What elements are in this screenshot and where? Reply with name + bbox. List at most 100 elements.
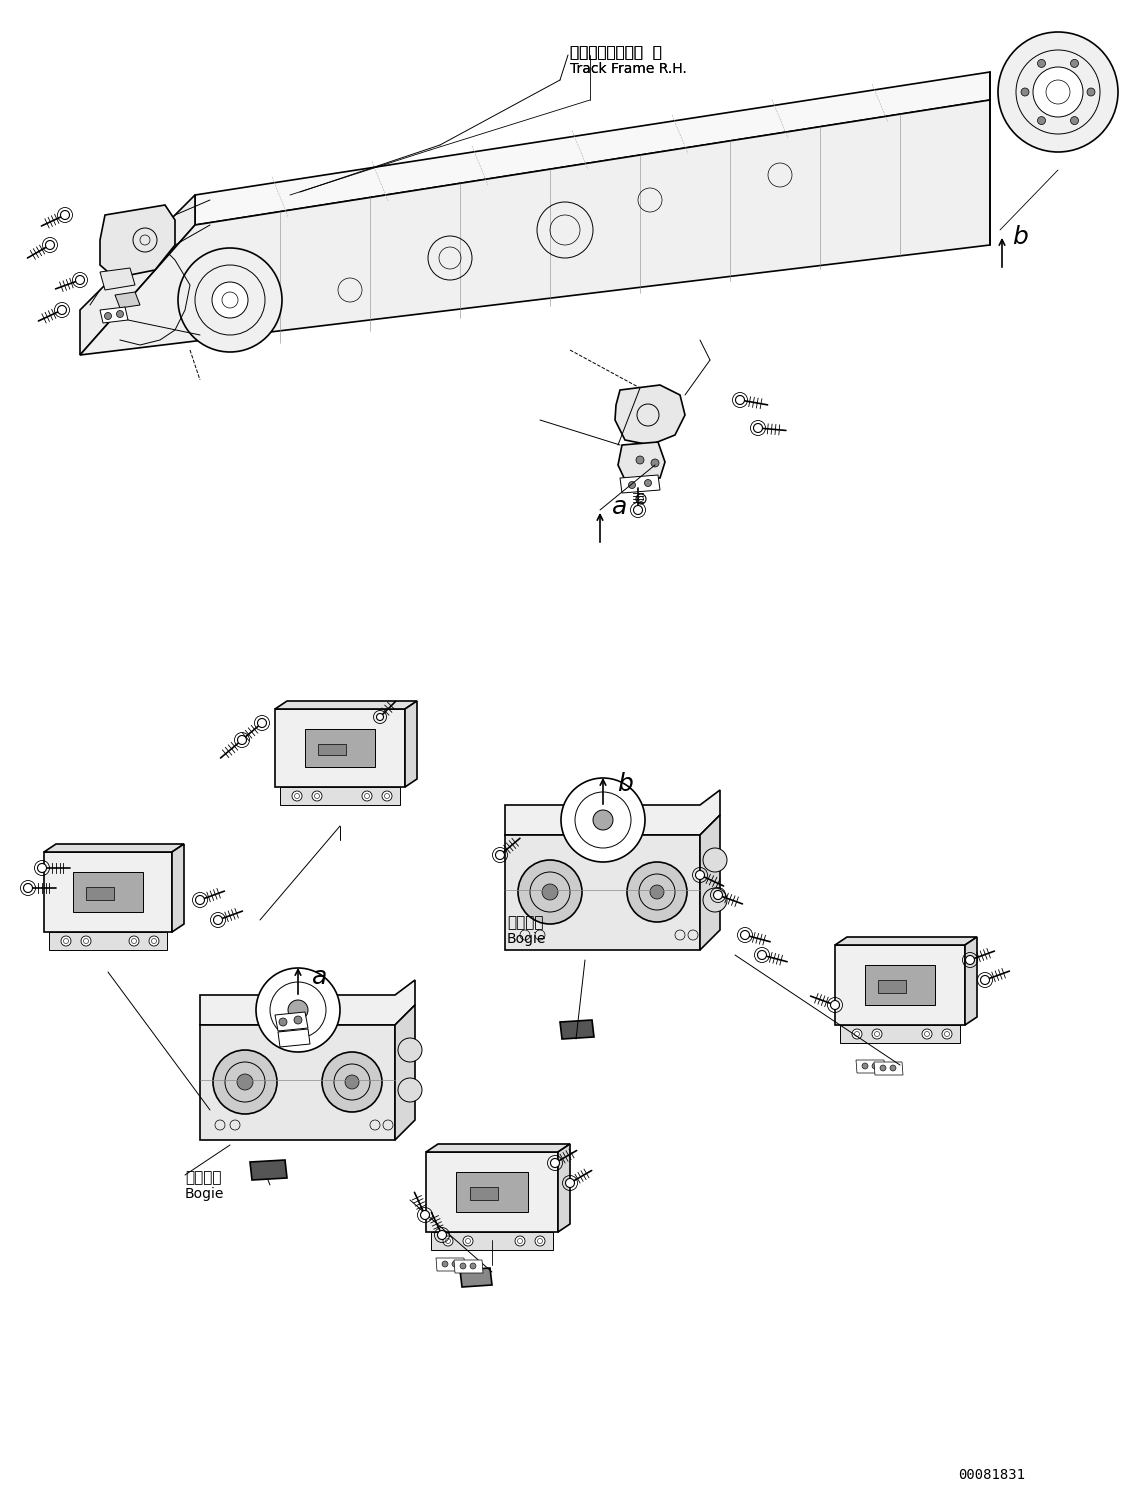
Polygon shape (49, 932, 167, 950)
Circle shape (565, 1178, 574, 1187)
Polygon shape (835, 945, 965, 1024)
Polygon shape (44, 851, 172, 932)
Circle shape (736, 395, 745, 404)
Circle shape (757, 950, 767, 960)
Circle shape (593, 810, 613, 830)
Text: Track Frame R.H.: Track Frame R.H. (570, 63, 687, 76)
Circle shape (105, 313, 112, 319)
Circle shape (636, 456, 644, 464)
Circle shape (1033, 67, 1083, 116)
Circle shape (921, 1029, 932, 1039)
Circle shape (652, 459, 659, 467)
Circle shape (470, 1263, 476, 1269)
Circle shape (257, 719, 267, 728)
Polygon shape (305, 729, 375, 766)
Circle shape (420, 1211, 429, 1220)
Circle shape (1071, 116, 1079, 125)
Polygon shape (115, 292, 140, 309)
Text: Bogie: Bogie (185, 1187, 224, 1200)
Circle shape (382, 792, 392, 801)
Circle shape (213, 1050, 277, 1114)
Circle shape (398, 1078, 423, 1102)
Circle shape (62, 936, 71, 945)
Polygon shape (405, 701, 417, 787)
Circle shape (535, 1236, 544, 1246)
Polygon shape (436, 1258, 465, 1270)
Polygon shape (195, 72, 990, 225)
Circle shape (60, 210, 69, 219)
Circle shape (696, 871, 705, 880)
Polygon shape (874, 1062, 903, 1075)
Circle shape (626, 862, 687, 921)
Circle shape (542, 884, 558, 901)
Circle shape (362, 792, 372, 801)
Circle shape (129, 936, 139, 945)
Polygon shape (200, 1024, 395, 1141)
Circle shape (279, 1018, 287, 1026)
Circle shape (178, 248, 282, 352)
Circle shape (237, 1074, 253, 1090)
Text: Bogie: Bogie (507, 932, 547, 945)
Circle shape (238, 735, 246, 744)
Polygon shape (87, 887, 114, 901)
Circle shape (872, 1063, 878, 1069)
Circle shape (966, 956, 975, 965)
Circle shape (515, 1236, 525, 1246)
Circle shape (713, 890, 722, 899)
Polygon shape (44, 844, 185, 851)
Polygon shape (274, 701, 417, 710)
Circle shape (703, 889, 727, 912)
Circle shape (462, 1236, 473, 1246)
Circle shape (629, 482, 636, 489)
Circle shape (890, 1065, 896, 1071)
Circle shape (38, 863, 47, 872)
Polygon shape (460, 1267, 492, 1287)
Polygon shape (426, 1153, 558, 1232)
Circle shape (294, 1015, 302, 1024)
Polygon shape (454, 1260, 483, 1273)
Text: トラックフレーム  右: トラックフレーム 右 (570, 45, 662, 60)
Polygon shape (560, 1020, 595, 1039)
Polygon shape (857, 1060, 885, 1074)
Circle shape (1087, 88, 1095, 95)
Circle shape (1071, 60, 1079, 67)
Polygon shape (249, 1160, 287, 1179)
Circle shape (288, 1000, 308, 1020)
Polygon shape (100, 307, 128, 324)
Circle shape (550, 1159, 559, 1167)
Circle shape (149, 936, 159, 945)
Polygon shape (278, 1029, 310, 1047)
Circle shape (942, 1029, 952, 1039)
Circle shape (852, 1029, 862, 1039)
Circle shape (981, 975, 990, 984)
Polygon shape (700, 816, 720, 950)
Circle shape (57, 306, 66, 315)
Circle shape (518, 860, 582, 924)
Circle shape (292, 792, 302, 801)
Polygon shape (505, 790, 720, 835)
Circle shape (312, 792, 322, 801)
Polygon shape (100, 268, 136, 291)
Polygon shape (965, 936, 977, 1024)
Polygon shape (318, 744, 346, 754)
Circle shape (495, 850, 505, 859)
Polygon shape (839, 1024, 960, 1044)
Circle shape (1038, 60, 1046, 67)
Circle shape (75, 276, 84, 285)
Polygon shape (426, 1144, 570, 1153)
Circle shape (754, 423, 762, 432)
Circle shape (437, 1230, 446, 1239)
Circle shape (460, 1263, 466, 1269)
Circle shape (213, 915, 222, 924)
Polygon shape (835, 936, 977, 945)
Polygon shape (618, 441, 665, 480)
Polygon shape (80, 195, 195, 355)
Text: b: b (1011, 225, 1027, 249)
Circle shape (212, 282, 248, 318)
Polygon shape (865, 965, 935, 1005)
Polygon shape (615, 385, 685, 444)
Text: ボギーー: ボギーー (507, 915, 543, 930)
Circle shape (703, 848, 727, 872)
Polygon shape (505, 835, 700, 950)
Circle shape (322, 1053, 382, 1112)
